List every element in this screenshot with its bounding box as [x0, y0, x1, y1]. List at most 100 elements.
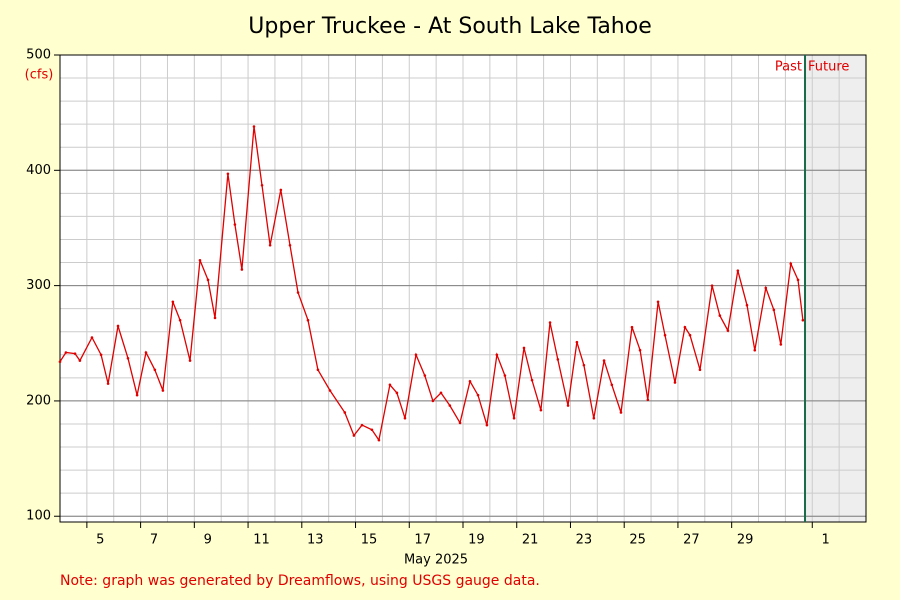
flow-point	[226, 172, 230, 176]
flow-point	[503, 374, 507, 377]
future-region	[805, 55, 866, 522]
x-tick-label: 25	[629, 533, 646, 548]
flow-point	[673, 381, 677, 384]
flow-point	[619, 411, 623, 414]
flow-point	[566, 404, 570, 407]
x-tick-label: 27	[683, 533, 700, 548]
flow-point	[178, 318, 182, 322]
flow-point	[663, 333, 667, 337]
x-tick-label: 1	[822, 533, 830, 548]
flow-point	[288, 243, 292, 247]
flow-point	[779, 343, 783, 346]
flow-point	[522, 346, 526, 350]
flow-point	[58, 360, 62, 364]
flow-point	[279, 188, 283, 192]
flow-point	[213, 316, 217, 320]
flow-point	[73, 352, 77, 355]
flow-point	[582, 363, 586, 367]
flow-point	[764, 286, 768, 290]
flow-point	[403, 416, 407, 420]
flow-point	[592, 416, 596, 420]
y-axis-label: (cfs)	[25, 68, 54, 83]
flow-point	[360, 423, 364, 427]
flow-point	[718, 314, 722, 317]
flow-point	[352, 434, 356, 437]
flow-point	[726, 329, 730, 332]
flow-point	[530, 378, 534, 382]
flow-point	[745, 303, 749, 307]
flow-point	[414, 353, 418, 357]
flow-point	[252, 125, 256, 128]
x-tick-label: 11	[253, 533, 270, 548]
flow-point	[688, 333, 692, 337]
flow-point	[512, 416, 516, 420]
flow-point	[656, 300, 660, 304]
flow-point	[206, 278, 210, 282]
flow-point	[610, 383, 614, 387]
y-tick-label: 200	[26, 393, 51, 408]
x-tick-label: 17	[414, 533, 431, 548]
flow-point	[64, 351, 68, 354]
flow-point	[153, 368, 157, 372]
x-tick-label: 19	[468, 533, 485, 548]
flow-point	[439, 391, 443, 395]
flow-point	[801, 318, 805, 322]
past-label: Past	[775, 60, 802, 75]
flow-point	[126, 356, 130, 360]
x-tick-label: 7	[150, 533, 158, 548]
flow-point	[796, 278, 800, 282]
flow-point	[106, 382, 110, 385]
flow-point	[772, 308, 776, 312]
future-label: Future	[808, 60, 849, 75]
flow-line	[59, 126, 804, 442]
flow-point	[161, 389, 165, 392]
chart-title: Upper Truckee - At South Lake Tahoe	[248, 14, 652, 39]
x-axis-label: May 2025	[404, 553, 468, 568]
flow-point	[468, 380, 472, 383]
flow-point	[753, 348, 757, 352]
flow-point	[485, 423, 489, 427]
flow-point	[328, 389, 332, 392]
flow-point	[240, 268, 244, 271]
flow-point	[476, 393, 480, 397]
flow-point	[683, 325, 687, 329]
flow-point	[171, 300, 175, 304]
flow-point	[431, 399, 435, 403]
x-tick-label: 13	[307, 533, 324, 548]
flow-point	[198, 258, 202, 262]
flow-point	[548, 321, 552, 324]
flow-point	[116, 324, 120, 328]
flow-point	[630, 325, 634, 329]
flow-point	[575, 340, 579, 344]
flow-point	[736, 269, 740, 272]
flow-point	[423, 374, 427, 377]
y-tick-label: 300	[26, 278, 51, 293]
note: Note: graph was generated by Dreamflows,…	[60, 573, 540, 589]
flow-point	[698, 368, 702, 372]
flow-point	[316, 368, 320, 372]
flow-point	[789, 262, 793, 266]
x-tick-label: 5	[96, 533, 104, 548]
x-tick-label: 21	[522, 533, 539, 548]
y-tick-label: 100	[26, 509, 51, 524]
flow-point	[458, 421, 462, 425]
flow-point	[495, 353, 499, 357]
flow-point	[539, 408, 543, 412]
flow-point	[296, 291, 300, 294]
flow-point	[448, 404, 452, 407]
x-tick-label: 23	[576, 533, 593, 548]
plot-border	[59, 54, 867, 523]
flow-point	[144, 351, 148, 354]
flow-point	[343, 411, 347, 414]
flow-point	[602, 359, 606, 362]
x-tick-label: 29	[737, 533, 754, 548]
flow-point	[638, 348, 642, 352]
flow-point	[710, 284, 714, 287]
flow-point	[388, 383, 392, 387]
flow-point	[556, 358, 560, 361]
flow-point	[260, 183, 264, 187]
y-tick-label: 400	[26, 163, 51, 178]
flow-point	[268, 243, 272, 247]
flow-point	[306, 318, 310, 322]
